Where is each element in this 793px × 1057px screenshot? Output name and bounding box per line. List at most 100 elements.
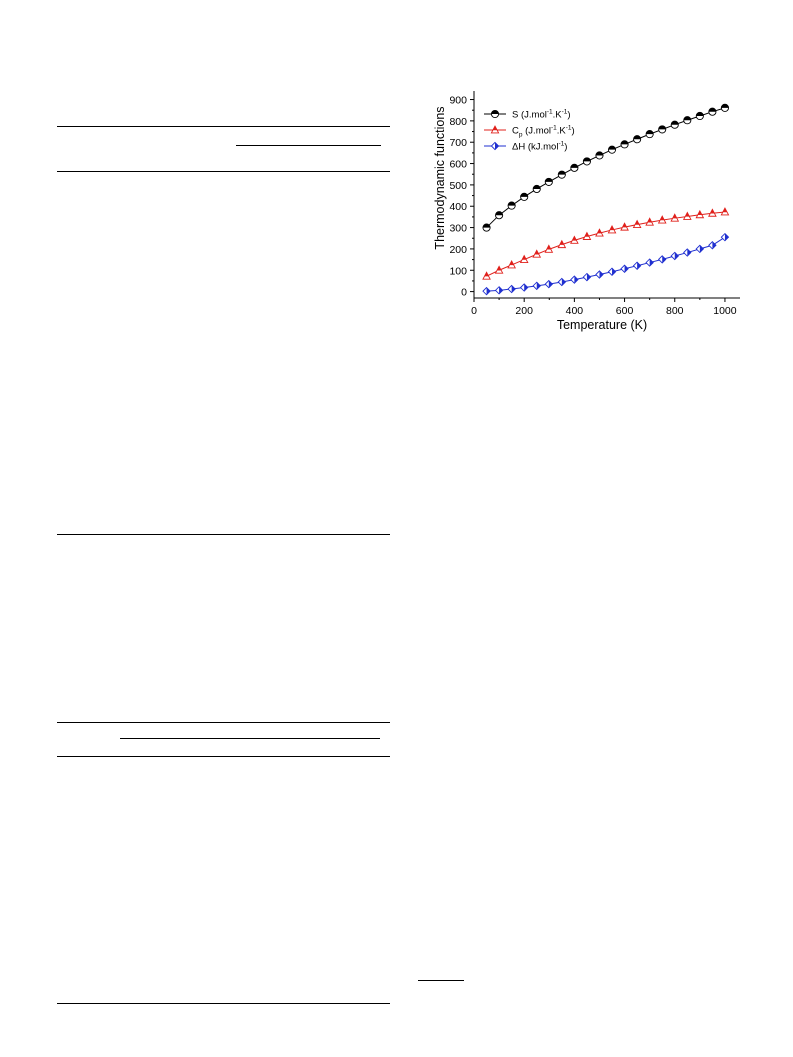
data-point (570, 163, 579, 172)
series-triangle (482, 207, 730, 280)
table1-header-rule (57, 171, 390, 173)
data-point (582, 272, 592, 282)
legend-label: Cp (J.mol-1.K-1) (512, 125, 575, 139)
data-point (494, 265, 504, 274)
data-point (582, 231, 592, 240)
data-point (632, 219, 642, 229)
data-point (633, 135, 642, 144)
data-point (682, 211, 692, 220)
data-point (607, 145, 617, 154)
data-point (519, 254, 529, 264)
legend-marker (490, 141, 500, 151)
x-tick-label: 600 (616, 305, 634, 317)
x-tick-label: 400 (566, 305, 584, 317)
data-point (507, 201, 516, 210)
data-point (532, 281, 541, 291)
data-point (657, 255, 667, 264)
series-diamond (482, 232, 730, 296)
table1-top-rule (57, 126, 390, 128)
data-point (557, 170, 566, 179)
y-tick-label: 900 (449, 95, 467, 107)
data-point (695, 209, 705, 219)
series-circle (482, 103, 729, 232)
data-point (495, 211, 504, 220)
table2-header-subrule (120, 738, 380, 739)
data-point (532, 249, 542, 258)
data-point (607, 224, 617, 234)
table1-bottom-rule (57, 534, 390, 536)
x-tick-label: 200 (515, 305, 533, 317)
data-point (482, 271, 491, 280)
data-point (708, 208, 717, 217)
y-tick-label: 200 (449, 244, 467, 256)
data-point (708, 107, 717, 116)
data-point (507, 259, 516, 269)
data-point (670, 120, 679, 129)
y-tick-label: 800 (449, 116, 467, 128)
data-point (557, 239, 567, 249)
legend-label: ΔH (kJ.mol-1) (512, 141, 567, 153)
data-point (657, 215, 667, 224)
y-tick-label: 0 (461, 287, 467, 299)
chart-svg: 0 100 200 300 400 500 600 700 800 900 0 200 400 600 80… (433, 91, 740, 332)
data-point (670, 251, 679, 261)
data-point (544, 244, 554, 253)
legend-label: S (J.mol-1.K-1) (512, 109, 571, 121)
y-tick-label: 400 (449, 201, 467, 213)
data-point (595, 270, 604, 279)
data-point (720, 232, 730, 242)
data-point (620, 140, 629, 149)
thermodynamic-functions-chart: 0 100 200 300 400 500 600 700 800 900 0 200 400 600 80… (418, 83, 743, 343)
data-point (482, 286, 491, 296)
legend: S (J.mol-1.K-1) Cp (J.mol-1.K-1) ΔH (kJ.mo… (484, 109, 575, 153)
y-tick-label: 300 (449, 223, 467, 235)
axes: 0 100 200 300 400 500 600 700 800 900 0 200 400 600 80… (449, 91, 740, 317)
data-point (620, 222, 629, 231)
data-point (520, 192, 529, 201)
data-point (645, 217, 655, 226)
y-tick-label: 100 (449, 265, 467, 277)
legend-item: Cp (J.mol-1.K-1) (484, 125, 575, 139)
data-point (557, 277, 567, 287)
data-point (708, 241, 717, 250)
data-point (494, 286, 504, 295)
data-point (582, 157, 591, 166)
x-tick-label: 800 (666, 305, 684, 317)
y-tick-label: 700 (449, 137, 467, 149)
data-point (544, 279, 554, 289)
y-tick-label: 500 (449, 180, 467, 192)
table1-header-subrule (236, 145, 381, 146)
data-point (695, 111, 704, 121)
legend-item: ΔH (kJ.mol-1) (484, 141, 567, 153)
data-point (620, 264, 629, 274)
x-tick-label: 0 (471, 305, 477, 317)
table2-header-rule (57, 756, 390, 758)
x-axis-label: Temperature (K) (557, 318, 647, 332)
data-point (720, 103, 729, 112)
series-line (486, 236, 726, 292)
legend-item: S (J.mol-1.K-1) (484, 109, 571, 121)
x-tick-label: 1000 (713, 305, 737, 317)
data-point (595, 228, 604, 237)
footnote-rule (418, 980, 464, 981)
data-point (607, 267, 617, 276)
data-point (645, 130, 654, 139)
data-point (570, 275, 579, 284)
data-point (570, 235, 579, 244)
table2-bottom-rule (57, 1003, 390, 1005)
data-point (695, 244, 705, 254)
y-tick-label: 600 (449, 159, 467, 171)
series-line (486, 211, 725, 277)
data-point (532, 184, 541, 194)
y-axis-label: Thermodynamic functions (433, 106, 447, 249)
data-point (632, 261, 642, 271)
data-point (544, 177, 553, 186)
series-layer (482, 103, 730, 296)
data-point (683, 116, 692, 125)
table2-top-rule (57, 722, 390, 724)
data-point (507, 284, 516, 294)
data-point (519, 283, 529, 292)
data-point (595, 151, 604, 160)
data-point (645, 258, 654, 267)
data-point (670, 213, 680, 222)
